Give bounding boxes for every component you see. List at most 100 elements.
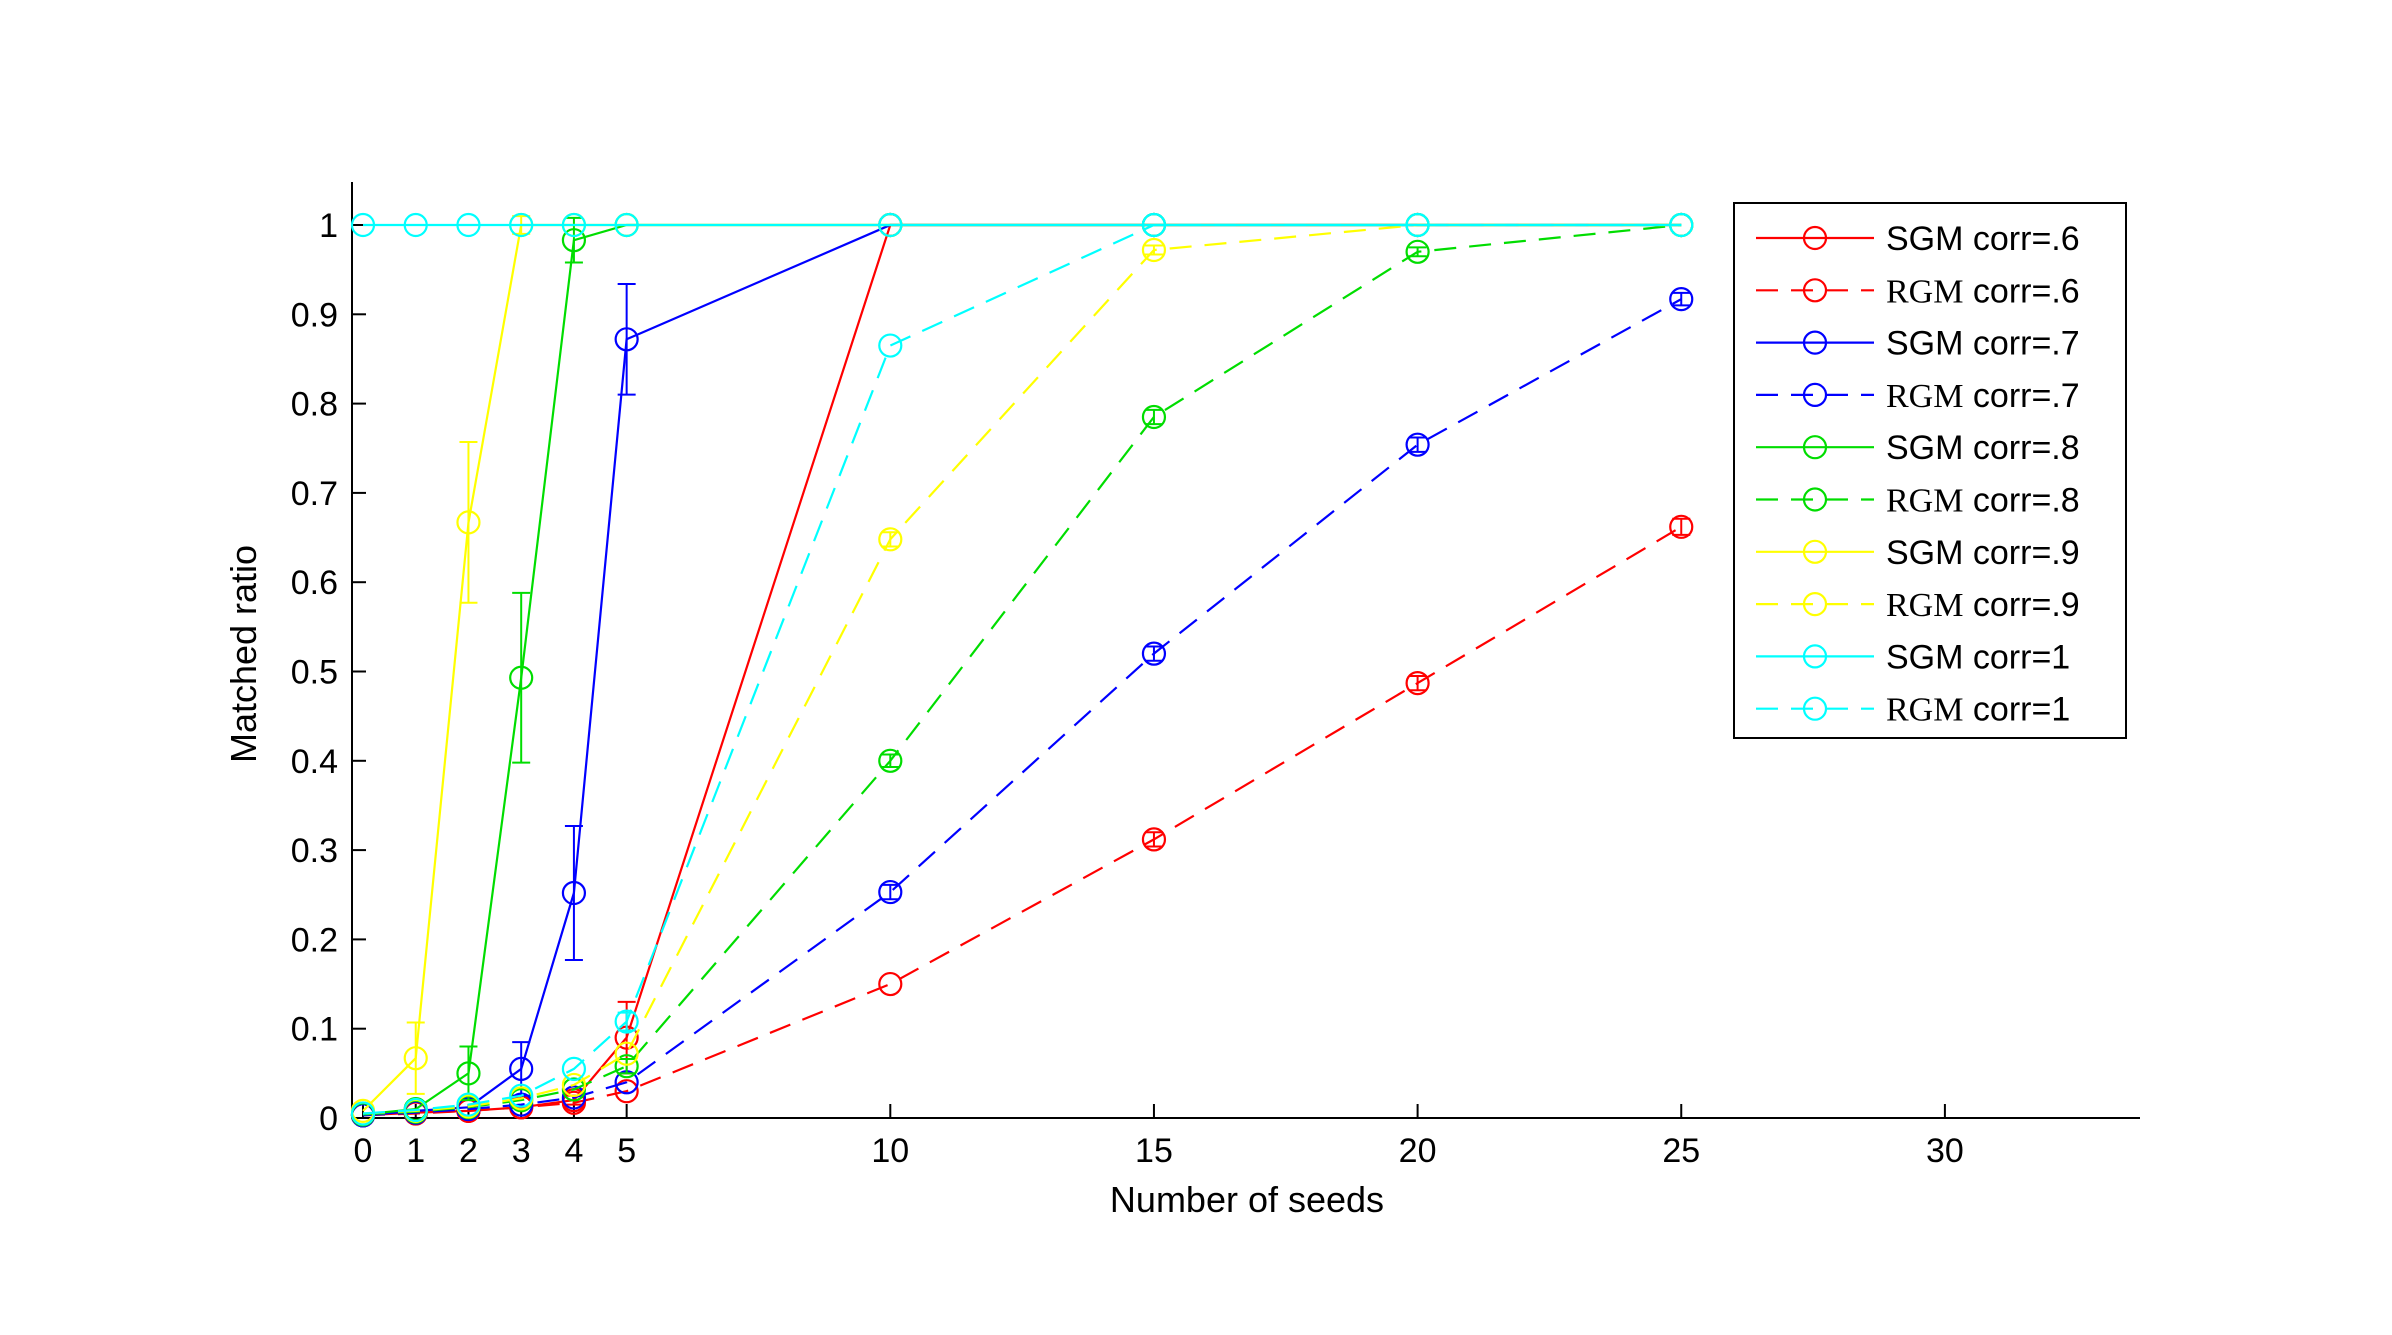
series-line: [362, 223, 1682, 1115]
y-axis-label: Matched ratio: [223, 545, 264, 763]
legend-label: SGM corr=.9: [1886, 534, 2080, 572]
x-axis-label: Number of seeds: [1110, 1179, 1384, 1220]
data-point: [509, 1083, 534, 1108]
legend-label-prefix: RGM: [1886, 378, 1963, 415]
legend-marker: [1802, 435, 1828, 460]
legend-label-suffix: corr=.6: [1963, 220, 2079, 258]
data-point: [1405, 239, 1430, 264]
data-point: [403, 1046, 428, 1071]
x-tick-label: 30: [1926, 1132, 1964, 1170]
legend-label: RGM corr=.9: [1886, 586, 2080, 624]
legend-item: RGM corr=.9: [1756, 586, 2080, 624]
series-group: [350, 212, 1694, 1128]
series-line: [362, 525, 1682, 1117]
data-point: [509, 665, 534, 690]
data-point: [1141, 827, 1167, 852]
legend-marker: [1802, 539, 1828, 564]
data-point: [614, 327, 639, 352]
legend-marker: [1802, 278, 1828, 303]
legend-label-suffix: corr=.7: [1963, 377, 2079, 415]
data-point: [1141, 212, 1167, 238]
y-tick-label: 0.9: [291, 296, 338, 334]
x-tick-label: 3: [512, 1132, 531, 1170]
axes: 0 1 2 3 4 5 10 15 20 25 3000.10.20.30.40.50.60.70.…: [291, 182, 2140, 1170]
legend-label: SGM corr=.8: [1886, 429, 2080, 467]
legend-item: SGM corr=1: [1756, 638, 2070, 676]
legend-label: RGM corr=.6: [1886, 272, 2080, 310]
y-tick-label: 0.6: [291, 564, 338, 602]
legend-label-prefix: SGM: [1886, 429, 1963, 467]
legend-item: SGM corr=.7: [1756, 325, 2080, 363]
legend-label-suffix: corr=.7: [1963, 325, 2079, 363]
legend-label-suffix: corr=.6: [1963, 272, 2079, 310]
x-tick-label: 10: [871, 1132, 909, 1170]
x-tick-label: 20: [1399, 1132, 1437, 1170]
data-point: [878, 879, 903, 905]
legend-label-suffix: corr=.8: [1963, 429, 2079, 467]
legend-item: SGM corr=.9: [1756, 534, 2080, 572]
data-point: [878, 212, 903, 238]
data-point: [614, 1041, 639, 1066]
legend-marker: [1802, 382, 1828, 407]
data-point: [1669, 212, 1694, 238]
legend-label: SGM corr=.7: [1886, 325, 2080, 363]
y-tick-label: 0.8: [291, 386, 338, 424]
data-point: [1405, 671, 1430, 696]
x-tick-label: 5: [617, 1132, 636, 1170]
legend-marker: [1802, 696, 1828, 721]
data-point: [1669, 287, 1694, 312]
legend-item: SGM corr=.6: [1756, 220, 2080, 258]
x-tick-label: 1: [406, 1132, 425, 1170]
legend-label: SGM corr=.6: [1886, 220, 2080, 258]
y-tick-label: 0.4: [291, 743, 338, 781]
legend-item: RGM corr=.8: [1756, 482, 2080, 520]
legend-marker: [1802, 330, 1828, 355]
series-line: [362, 298, 1682, 1117]
legend-label-prefix: SGM: [1886, 220, 1963, 258]
x-tick-label: 0: [354, 1132, 373, 1170]
data-point: [456, 212, 481, 238]
y-tick-label: 0: [319, 1100, 338, 1138]
legend-item: RGM corr=1: [1756, 691, 2070, 729]
legend-label-suffix: corr=1: [1963, 638, 2070, 676]
legend-marker: [1802, 591, 1828, 617]
legend-item: RGM corr=.7: [1756, 377, 2080, 415]
legend-label: RGM corr=.7: [1886, 377, 2080, 415]
data-point: [1141, 237, 1167, 263]
x-tick-label: 25: [1662, 1132, 1700, 1170]
data-point: [561, 880, 587, 906]
data-point: [614, 1009, 639, 1034]
data-point: [614, 1079, 639, 1104]
data-point: [561, 1056, 587, 1081]
data-point: [456, 1061, 481, 1086]
legend-box: [1733, 202, 2127, 739]
legend-label-prefix: RGM: [1886, 692, 1963, 729]
data-point: [878, 527, 903, 552]
x-tick-label: 2: [459, 1132, 478, 1170]
data-point: [403, 1097, 428, 1123]
legend-label: SGM corr=1: [1886, 638, 2070, 676]
legend-label-suffix: corr=.9: [1963, 534, 2079, 572]
legend-label: RGM corr=.8: [1886, 482, 2080, 520]
y-tick-label: 0.2: [291, 921, 338, 959]
legend-label-suffix: corr=.9: [1963, 586, 2079, 624]
data-point: [1669, 514, 1694, 539]
data-point: [561, 1090, 587, 1115]
data-point: [614, 212, 639, 238]
legend-marker: [1802, 487, 1828, 512]
legend-label-prefix: RGM: [1886, 587, 1963, 624]
data-point: [1405, 212, 1430, 238]
data-point: [878, 333, 903, 358]
legend-label-suffix: corr=.8: [1963, 482, 2079, 520]
data-point: [456, 510, 481, 535]
legend-label-prefix: RGM: [1886, 273, 1963, 310]
data-point: [350, 1101, 376, 1126]
data-point: [561, 212, 587, 238]
x-tick-label: 4: [564, 1132, 583, 1170]
data-point: [561, 1085, 587, 1110]
series-rgm-9: [350, 212, 1694, 1126]
data-point: [509, 212, 534, 238]
data-point: [350, 212, 376, 238]
